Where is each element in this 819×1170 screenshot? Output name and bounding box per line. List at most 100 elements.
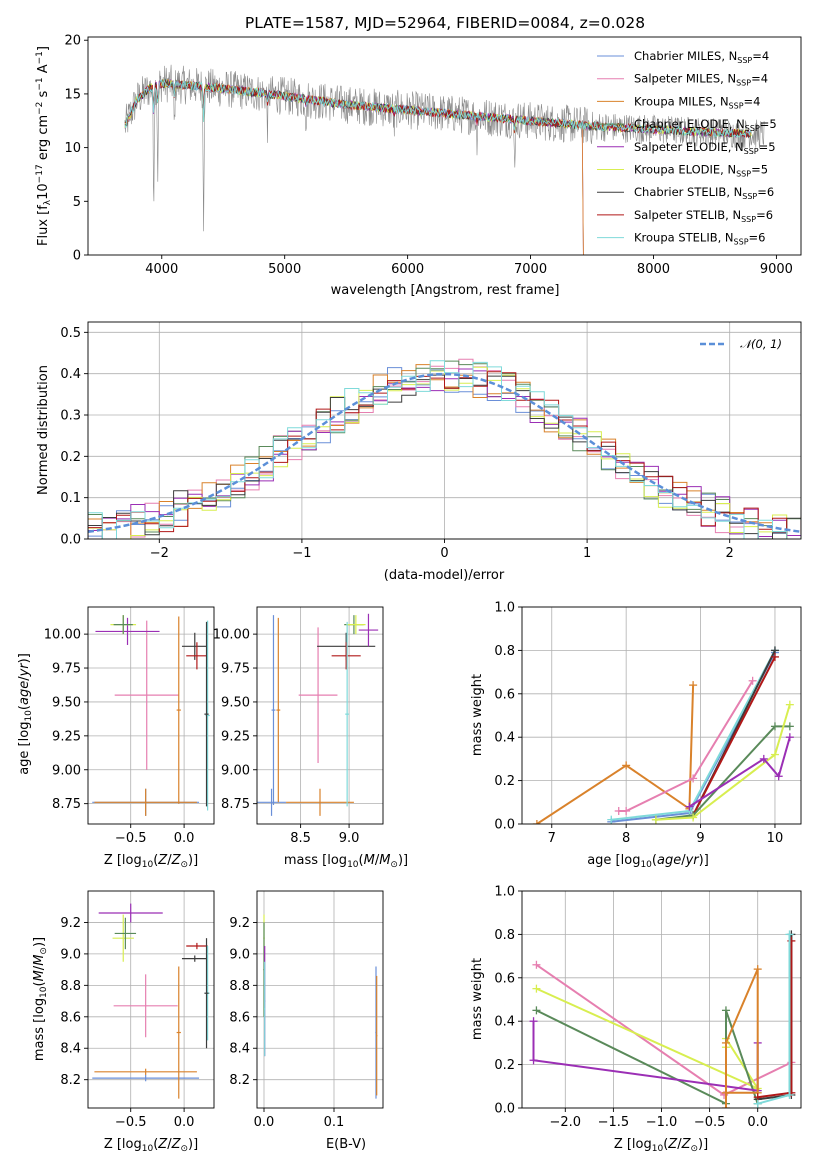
y-tick-label: 8.4 bbox=[229, 1042, 250, 1057]
errorbar-chabrier-elodie bbox=[114, 917, 137, 950]
x-tick-label: −1 bbox=[292, 546, 311, 561]
y-tick-label: 0.8 bbox=[494, 928, 515, 943]
x-tick-label: −1.0 bbox=[646, 1115, 678, 1130]
y-tick-label: 9.0 bbox=[229, 947, 250, 962]
weight-vs-age-ylabel: mass weight bbox=[470, 674, 485, 756]
y-tick-label: 15 bbox=[64, 87, 81, 102]
spectrum-marks bbox=[124, 64, 765, 255]
x-tick-label: −0.5 bbox=[694, 1115, 726, 1130]
legend-label-salpeter-stelib: Salpeter STELIB, NSSP=6 bbox=[634, 208, 773, 224]
weight-series-salpeter-miles bbox=[614, 676, 757, 815]
model-kroupa-stelib bbox=[124, 78, 752, 138]
normal-legend-label: 𝒩(0, 1) bbox=[740, 337, 782, 351]
y-tick-label: 8.8 bbox=[60, 979, 81, 994]
mass-vs-Z-xlabel: Z [log10(Z/Z⊙)] bbox=[104, 1137, 198, 1154]
y-tick-label: 0.0 bbox=[494, 1102, 515, 1117]
errorbar-chabrier-miles bbox=[271, 615, 276, 806]
age-vs-mass-frame bbox=[256, 606, 384, 825]
y-tick-label: 9.50 bbox=[221, 695, 250, 710]
weight-vs-age-frame bbox=[521, 606, 802, 825]
y-tick-label: 8.8 bbox=[229, 979, 250, 994]
y-tick-label: 0.5 bbox=[60, 326, 81, 341]
errorbar-salpeter-stelib bbox=[331, 642, 361, 670]
y-tick-label: 8.4 bbox=[60, 1042, 81, 1057]
x-tick-label: −0.5 bbox=[115, 1115, 147, 1130]
y-tick-label: 9.50 bbox=[52, 695, 81, 710]
errorbar-chabrier-stelib bbox=[204, 621, 209, 807]
x-tick-label: 2 bbox=[726, 546, 734, 561]
x-tick-label: −1.5 bbox=[598, 1115, 630, 1130]
age-vs-Z-xlabel: Z [log10(Z/Z⊙)] bbox=[104, 853, 198, 870]
weight-line bbox=[618, 680, 754, 812]
errorbar-kroupa-miles bbox=[94, 1068, 197, 1075]
x-tick-label: 0.1 bbox=[324, 1115, 345, 1130]
x-tick-label: 8.5 bbox=[290, 831, 311, 846]
x-tick-label: 8 bbox=[622, 831, 630, 846]
y-tick-label: 1.0 bbox=[494, 885, 515, 900]
age-vs-Z-marks bbox=[92, 615, 210, 816]
legend-label-salpeter-miles: Salpeter MILES, NSSP=4 bbox=[634, 72, 768, 88]
age-vs-mass-marks bbox=[257, 613, 379, 816]
weight-series-kroupa-stelib bbox=[607, 646, 779, 824]
residuals-legend: 𝒩(0, 1) bbox=[700, 337, 782, 351]
mass-vs-ebv-frame bbox=[256, 890, 384, 1109]
errorbar-chabrier-elodie bbox=[113, 615, 133, 635]
residuals-ylabel: Normed distribution bbox=[36, 365, 51, 495]
errorbar-salpeter-elodie bbox=[95, 617, 160, 645]
weight-line bbox=[532, 1021, 759, 1092]
legend-label-salpeter-elodie: Salpeter ELODIE, NSSP=5 bbox=[634, 140, 776, 156]
x-tick-label: 6000 bbox=[391, 262, 424, 277]
errorbar-chabrier-miles bbox=[92, 1074, 200, 1082]
weight-series-salpeter-elodie bbox=[685, 733, 794, 811]
residuals-xlabel: (data-model)/error bbox=[384, 568, 505, 583]
y-tick-label: 8.75 bbox=[52, 797, 81, 812]
weight-vs-Z-xlabel: Z [log10(Z/Z⊙)] bbox=[614, 1137, 708, 1154]
x-tick-label: −2.0 bbox=[550, 1115, 582, 1130]
legend-label-kroupa-stelib: Kroupa STELIB, NSSP=6 bbox=[634, 231, 765, 247]
y-tick-label: 8.6 bbox=[229, 1010, 250, 1025]
y-tick-label: 8.2 bbox=[229, 1073, 250, 1088]
spectrum-xlabel: wavelength [Angstrom, rest frame] bbox=[331, 283, 560, 298]
y-tick-label: 10 bbox=[64, 141, 81, 156]
residuals-grid bbox=[88, 322, 801, 540]
weight-vs-age-plot: 7 8 9 10 0.0 0.2 0.4 0.6 0.8 1.0 bbox=[494, 601, 802, 846]
errorbar-kroupa-stelib bbox=[264, 961, 266, 1057]
x-tick-label: 0.0 bbox=[747, 1115, 768, 1130]
mass-vs-ebv-grid bbox=[257, 891, 383, 1108]
observed-spectrum bbox=[124, 64, 765, 232]
y-tick-label: 0.2 bbox=[494, 1058, 515, 1073]
weight-series-kroupa-elodie bbox=[651, 700, 794, 824]
age-vs-Z-ylabel: age [log10(age/yr)] bbox=[17, 653, 34, 775]
x-tick-label: 0.0 bbox=[174, 1115, 195, 1130]
y-tick-label: 0.0 bbox=[494, 818, 515, 833]
spectrum-frame bbox=[87, 36, 802, 256]
y-tick-label: 0.1 bbox=[60, 491, 81, 506]
x-tick-label: 9 bbox=[696, 831, 704, 846]
weight-vs-Z-marks bbox=[529, 930, 796, 1108]
weight-line bbox=[757, 934, 793, 1101]
weight-line bbox=[757, 940, 793, 1099]
y-tick-label: 8.75 bbox=[221, 797, 250, 812]
mass-vs-ebv-marks bbox=[263, 914, 378, 1099]
y-tick-label: 9.75 bbox=[52, 662, 81, 677]
spectrum-plot: 4000 5000 6000 7000 8000 9000 0 5 10 15 20 bbox=[64, 34, 802, 277]
x-tick-label: 5000 bbox=[268, 262, 301, 277]
legend-label-chabrier-elodie: Chabrier ELODIE, NSSP=5 bbox=[634, 117, 777, 133]
y-tick-label: 1.0 bbox=[494, 601, 515, 616]
y-tick-label: 0.2 bbox=[494, 774, 515, 789]
legend-label-chabrier-stelib: Chabrier STELIB, NSSP=6 bbox=[634, 185, 774, 201]
errorbar-salpeter-miles bbox=[113, 974, 178, 1038]
x-tick-label: 7000 bbox=[514, 262, 547, 277]
y-tick-label: 9.75 bbox=[221, 662, 250, 677]
errorbar-kroupa-elodie bbox=[346, 615, 366, 635]
y-tick-label: 9.2 bbox=[60, 916, 81, 931]
y-tick-label: 0.4 bbox=[60, 367, 81, 382]
legend-label-chabrier-miles: Chabrier MILES, NSSP=4 bbox=[634, 49, 769, 65]
age-vs-mass-plot: 8.5 9.0 8.75 9.00 9.25 9.50 9.75 10.00 bbox=[213, 606, 384, 846]
normal-curve bbox=[88, 372, 801, 534]
x-tick-label: 0 bbox=[440, 546, 448, 561]
x-tick-label: 8000 bbox=[637, 262, 670, 277]
residuals-plot: −2 −1 0 1 2 0.0 0.1 0.2 0.3 0.4 0.5 bbox=[60, 321, 802, 561]
weight-line bbox=[536, 685, 695, 824]
